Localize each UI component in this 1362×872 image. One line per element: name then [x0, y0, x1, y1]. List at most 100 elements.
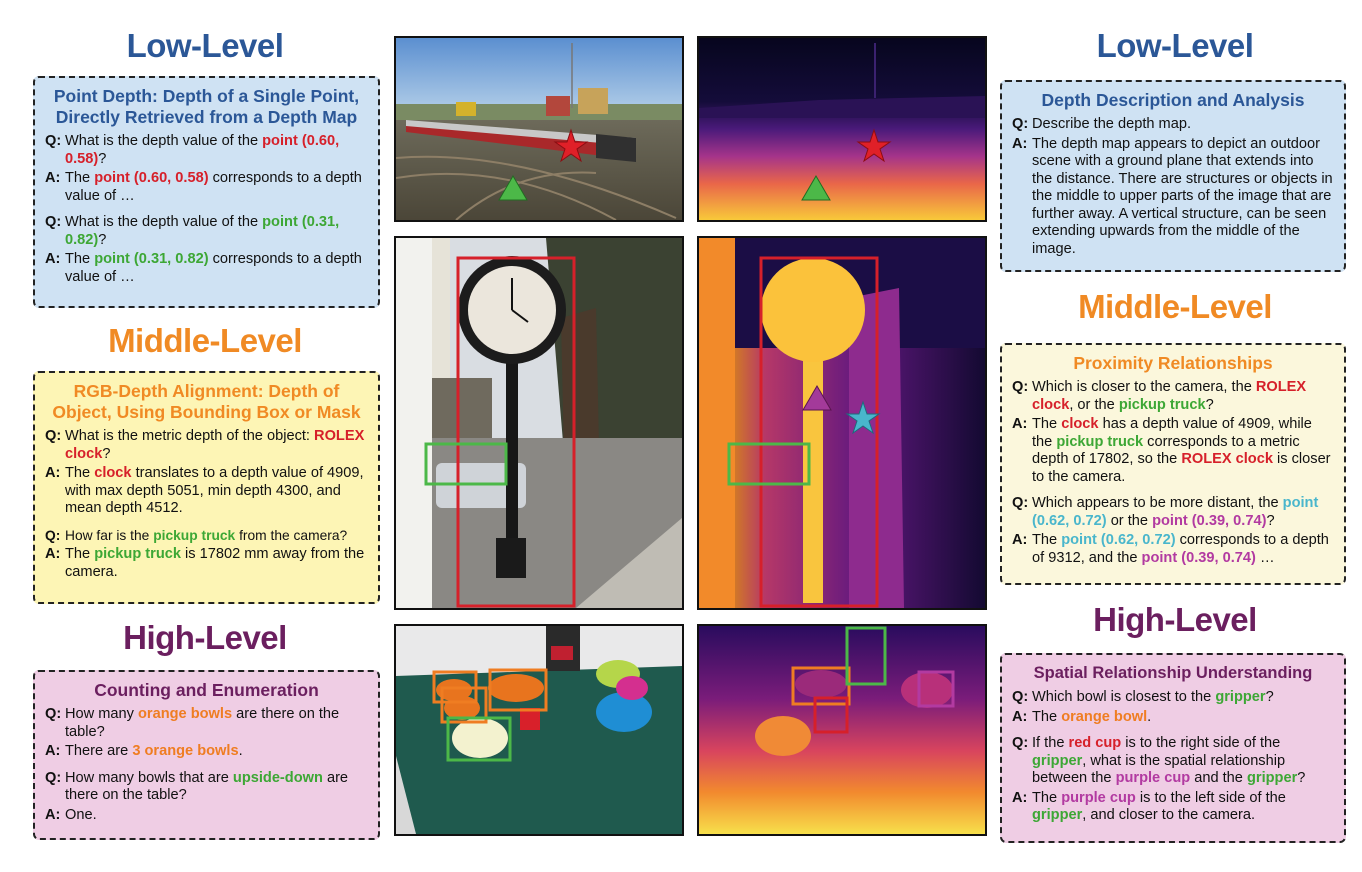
a-text: has a depth value of 4909, while the [1032, 416, 1312, 450]
cyan-point-ref: point (0.62, 0.72) [1061, 532, 1176, 548]
q-text: What is the depth value of the [65, 133, 263, 149]
spatial-relationship-card: Spatial Relationship Understanding Q: Whi… [1000, 653, 1346, 843]
bowls-depth-map [697, 624, 987, 836]
purple-cup-depth-box [917, 670, 955, 708]
a-label: A: [1012, 532, 1028, 548]
bowls-rgb-image [394, 624, 684, 836]
q-text: , what is the spatial relationship betwe… [1032, 752, 1286, 787]
a-text: corresponds to a depth value of … [65, 170, 362, 204]
truck-depth-bounding-box [727, 442, 811, 486]
orange-bowls-ref: orange bowls [138, 706, 233, 722]
a-text: . [238, 743, 243, 759]
question: Q: If the red cup is to the right side of… [1012, 735, 1334, 788]
card-title: RGB-Depth Alignment: Depth of Object, Us… [52, 381, 361, 422]
orange-bowl-depth-box [791, 666, 851, 706]
q-text: Describe the depth map. [1032, 116, 1191, 132]
orange-bowl-box-2 [440, 686, 488, 724]
left-low-level-header: Low-Level [126, 27, 284, 64]
pickup-truck-ref: pickup truck [1118, 396, 1206, 413]
a-label: A: [1012, 708, 1028, 725]
rgb-depth-alignment-card: RGB-Depth Alignment: Depth of Object, Us… [33, 371, 380, 604]
q-text: are there on the table? [65, 769, 349, 804]
purple-cup-ref: purple cup [1115, 770, 1191, 786]
question: Q: Describe the depth map. [1012, 116, 1334, 134]
orange-bowl-ref: orange bowl [1061, 708, 1148, 725]
q-label: Q: [45, 769, 62, 786]
answer: A: The pickup truck is 17802 mm away from… [45, 546, 368, 581]
cyan-star-marker [845, 400, 881, 435]
q-text: ? [1205, 396, 1214, 413]
pickup-truck-ref: pickup truck [94, 546, 181, 562]
left-middle-level-header: Middle-Level [108, 322, 302, 359]
proximity-card: Proximity Relationships Q: Which is close… [1000, 343, 1346, 585]
a-text: The depth map appears to depict an outdo… [1032, 135, 1333, 257]
a-label: A: [45, 465, 61, 481]
gripper-ref: gripper [1032, 752, 1083, 769]
a-text: The [1032, 708, 1062, 725]
a-text: There are [65, 743, 133, 759]
q-label: Q: [1012, 735, 1029, 751]
a-text: The [1032, 416, 1062, 432]
train-rgb-image [394, 36, 684, 222]
purple-triangle-marker [802, 385, 832, 411]
clock-depth-bounding-box [759, 256, 879, 608]
q-text: is to the right side of the [1121, 735, 1281, 751]
card-title: Proximity Relationships [1073, 353, 1273, 373]
question: Q: Which bowl is closest to the gripper? [1012, 689, 1334, 707]
train-scene [396, 38, 682, 220]
red-star-marker [856, 128, 892, 163]
truck-bounding-box [424, 442, 508, 486]
a-label: A: [45, 806, 61, 823]
a-label: A: [45, 546, 61, 562]
gripper-depth-box [845, 626, 887, 686]
clock-depth-map [697, 236, 987, 610]
green-point-ref: point (0.31, 0.82) [65, 214, 340, 248]
gripper-ref: gripper [1246, 770, 1298, 786]
gripper-ref: gripper [1032, 807, 1083, 823]
q-text: , or the [1069, 396, 1119, 413]
q-text: How many [65, 706, 138, 722]
a-text: corresponds to a depth of 9312, and the [1032, 532, 1329, 566]
q-label: Q: [45, 527, 61, 543]
green-triangle-marker [801, 175, 831, 201]
counting-card: Counting and Enumeration Q: How many oran… [33, 670, 380, 840]
a-text: . [1147, 708, 1152, 725]
q-text: ? [98, 150, 107, 167]
purple-cup-ref: purple cup [1061, 789, 1136, 806]
q-label: Q: [45, 133, 62, 149]
a-text: translates to a depth value of 4909, wit… [65, 465, 364, 516]
train-depth-scene [699, 38, 985, 220]
point-depth-card: Point Depth: Depth of a Single Point, Di… [33, 76, 380, 308]
question: Q: How many orange bowls are there on the… [45, 706, 368, 741]
a-label: A: [1012, 789, 1028, 806]
a-text: corresponds to a metric depth of 17802, … [1032, 433, 1300, 468]
q-label: Q: [1012, 689, 1029, 705]
q-text: or the [1106, 512, 1153, 529]
question: Q: Which is closer to the camera, the ROL… [1012, 379, 1334, 414]
bowls-scene [396, 626, 682, 834]
question: Q: How far is the pickup truck from the c… [45, 527, 368, 545]
q-text: from the camera? [235, 527, 348, 543]
answer: A: The point (0.60, 0.58) corresponds to … [45, 170, 368, 205]
a-text: is closer to the camera. [1032, 451, 1331, 485]
q-text: What is the metric depth of the object: [65, 428, 315, 444]
q-text: ? [1265, 689, 1274, 705]
question: Q: What is the depth value of the point (… [45, 133, 368, 168]
rolex-clock-ref: ROLEX clock [1181, 451, 1273, 467]
q-text: Which is closer to the camera, the [1032, 379, 1256, 395]
bowls-depth-scene [699, 626, 985, 834]
train-depth-map [697, 36, 987, 222]
card-title: Depth Description and Analysis [1041, 90, 1305, 110]
answer: A: There are 3 orange bowls. [45, 743, 368, 761]
answer: A: The clock has a depth value of 4909, w… [1012, 416, 1334, 486]
q-label: Q: [1012, 116, 1029, 132]
answer: A: The point (0.62, 0.72) corresponds to … [1012, 532, 1334, 567]
q-text: ? [102, 445, 111, 462]
clock-depth-scene [699, 238, 985, 608]
answer: A: One. [45, 807, 368, 825]
red-point-ref: point (0.60, 0.58) [94, 170, 209, 186]
clock-ref: clock [94, 465, 132, 481]
q-label: Q: [45, 706, 62, 722]
question: Q: How many bowls that are upside-down ar… [45, 770, 368, 805]
q-label: Q: [45, 428, 62, 444]
